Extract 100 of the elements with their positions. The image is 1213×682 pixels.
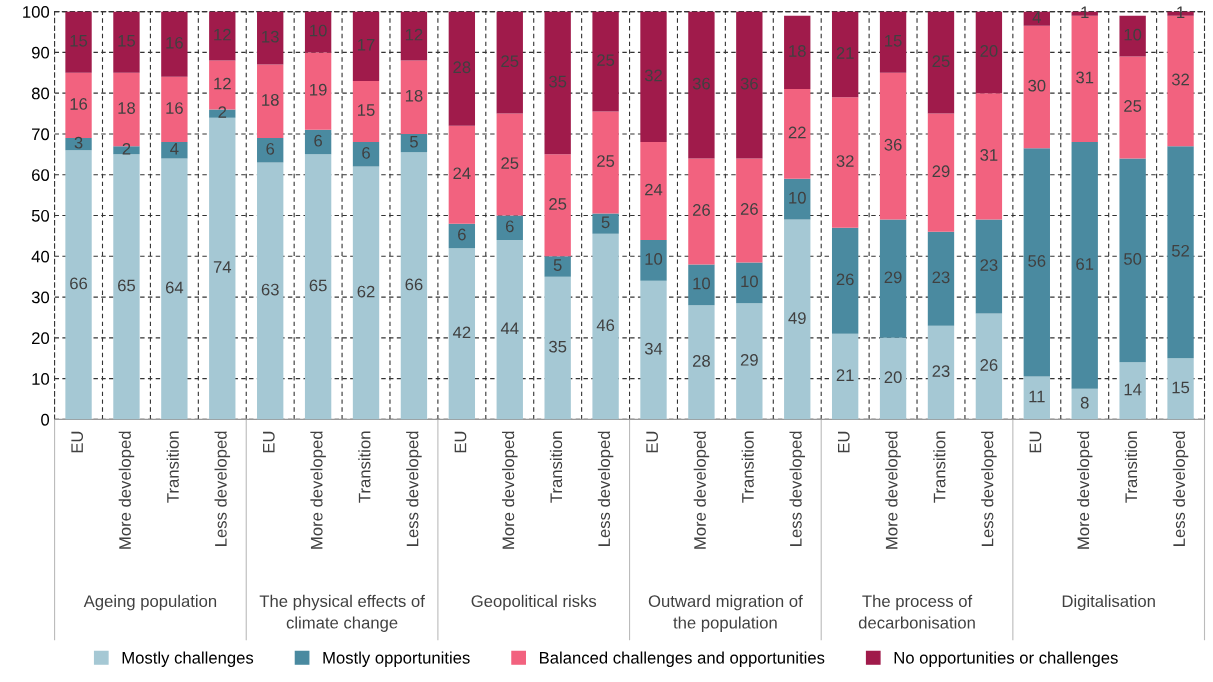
bar: [784, 178, 811, 220]
x-tick-label: EU: [646, 431, 658, 453]
bar: [592, 111, 619, 214]
data-label: 29: [932, 165, 950, 178]
data-label: 14: [1124, 383, 1142, 396]
text: Geopolitical risks: [471, 594, 597, 611]
bar: [544, 11, 571, 155]
data-label: 28: [692, 355, 710, 367]
bar: [975, 93, 1003, 220]
bar: [975, 219, 1003, 314]
bar: [113, 11, 140, 73]
bar: [257, 64, 284, 139]
bar: [688, 264, 715, 306]
bar: [736, 11, 763, 159]
data-label: 34: [644, 342, 663, 355]
x-tick-label: Transition: [741, 431, 754, 503]
data-label: 74: [213, 261, 232, 273]
data-label: 24: [645, 183, 663, 196]
text: The process of decarbonisation: [858, 594, 975, 629]
bar: [304, 129, 332, 155]
bar: [161, 158, 188, 420]
bar: [879, 72, 907, 220]
bar: [640, 11, 667, 143]
bar: [831, 11, 859, 98]
bar: [688, 305, 715, 420]
bar: [592, 11, 619, 112]
data-label: 18: [405, 89, 423, 102]
bar: [257, 138, 284, 163]
data-label: 61: [1076, 258, 1094, 270]
text: The physical effects of climate change: [259, 594, 425, 632]
data-label: 64: [165, 281, 184, 294]
data-label: 10: [645, 253, 663, 265]
data-label: 12: [214, 77, 231, 90]
data-label: 36: [740, 77, 758, 90]
data-label: 18: [118, 102, 135, 114]
bar: [640, 142, 667, 240]
bar: [161, 76, 188, 143]
data-label: 5: [601, 216, 610, 229]
data-label: 15: [118, 35, 136, 47]
data-label: 24: [453, 167, 471, 180]
data-label: 16: [166, 102, 183, 114]
data-label: 10: [1124, 28, 1142, 41]
bar: [496, 215, 523, 240]
bar: [544, 276, 571, 420]
y-tick-label: 100: [23, 6, 50, 18]
bar: [879, 11, 907, 73]
x-tick-label: More developed: [502, 431, 518, 549]
bar: [257, 11, 284, 65]
bar: [352, 11, 380, 81]
bar: [209, 117, 236, 420]
data-label: 15: [358, 104, 375, 116]
bar: [1119, 158, 1146, 363]
bar: [784, 219, 811, 420]
data-label: 36: [692, 77, 710, 90]
x-tick-label: More developed: [118, 431, 135, 549]
data-label: 10: [741, 275, 758, 288]
bar: [927, 231, 955, 326]
data-label: 10: [693, 277, 711, 290]
bar: [65, 11, 92, 73]
bar: [1071, 142, 1098, 389]
bar: [975, 11, 1003, 94]
bar: [1023, 148, 1050, 377]
bar: [161, 142, 188, 159]
x-tick-label: Transition: [166, 431, 179, 503]
data-label: 21: [836, 47, 854, 59]
bar: [927, 325, 955, 420]
bar: [448, 125, 476, 224]
bar: [544, 154, 571, 257]
bar: [496, 113, 523, 216]
y-tick-label: 10: [32, 373, 50, 385]
data-label: 10: [310, 24, 327, 37]
data-label: 23: [980, 259, 998, 271]
bar: [736, 262, 763, 304]
y-tick-label: 20: [32, 332, 50, 345]
data-label: 28: [453, 61, 471, 74]
data-label: 10: [789, 191, 806, 204]
text: Digitalisation: [1062, 594, 1155, 611]
y-tick-label: 50: [31, 209, 50, 222]
data-label: 15: [1172, 381, 1190, 394]
bar: [927, 113, 955, 232]
data-label: 8: [1080, 396, 1089, 409]
x-tick-label: EU: [838, 431, 850, 453]
data-label: 15: [885, 35, 902, 47]
data-label: 32: [644, 69, 662, 82]
x-tick-label: EU: [263, 431, 275, 453]
data-label: 20: [980, 45, 998, 57]
bar: [304, 52, 332, 130]
y-tick-label: 0: [41, 413, 50, 426]
data-label: 31: [1076, 71, 1094, 84]
data-label: 23: [932, 271, 950, 284]
bar: [688, 11, 715, 159]
data-label: 26: [836, 273, 854, 286]
bar: [879, 219, 907, 338]
data-label: 18: [262, 93, 279, 106]
bar: [736, 158, 763, 263]
data-label: 12: [214, 28, 231, 41]
data-label: 21: [836, 369, 854, 381]
legend-label: No opportunities or challenges: [894, 651, 1118, 667]
data-label: 6: [314, 134, 323, 147]
data-label: 66: [405, 278, 423, 291]
